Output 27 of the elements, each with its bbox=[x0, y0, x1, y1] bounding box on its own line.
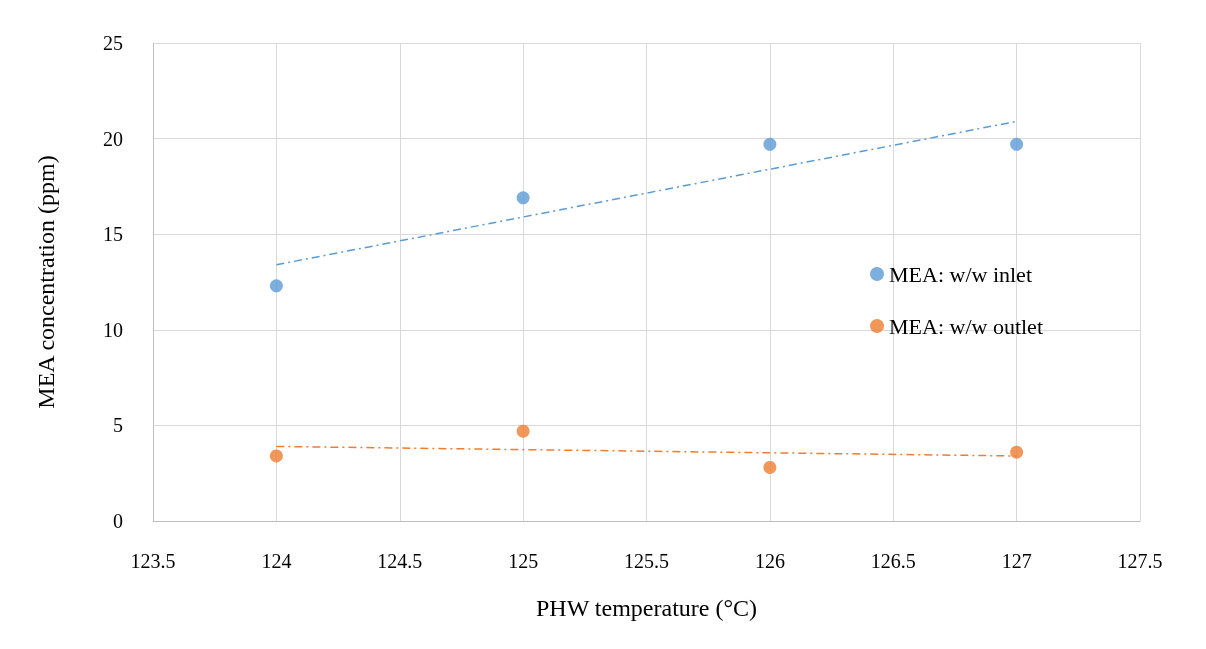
point bbox=[516, 424, 530, 438]
x-tick-label: 126 bbox=[754, 550, 785, 572]
x-tick-label: 124 bbox=[261, 550, 292, 572]
y-tick-label: 10 bbox=[103, 318, 123, 341]
x-tick-label: 126.5 bbox=[870, 550, 916, 572]
y-tick-label: 20 bbox=[103, 127, 123, 150]
y-tick-label: 15 bbox=[103, 223, 123, 246]
y-tick-label: 5 bbox=[113, 414, 123, 437]
point bbox=[1010, 137, 1024, 151]
legend-label: MEA: w/w outlet bbox=[889, 313, 1044, 339]
legend-label: MEA: w/w inlet bbox=[889, 261, 1033, 287]
y-tick-label: 25 bbox=[103, 32, 123, 54]
point bbox=[516, 191, 530, 205]
point bbox=[763, 460, 777, 474]
x-axis-title: PHW temperature (°C) bbox=[535, 595, 758, 621]
x-tick-label: 123.5 bbox=[130, 550, 176, 572]
x-tick-label: 125 bbox=[508, 550, 539, 572]
y-tick-label: 0 bbox=[113, 510, 123, 532]
y-axis-title: MEA concentration (ppm) bbox=[33, 155, 59, 409]
x-tick-label: 127.5 bbox=[1117, 550, 1163, 572]
point bbox=[763, 137, 777, 151]
point bbox=[269, 449, 283, 463]
point bbox=[1010, 445, 1024, 459]
x-tick-label: 127 bbox=[1001, 550, 1032, 572]
x-tick-label: 124.5 bbox=[377, 550, 423, 572]
x-tick-label: 125.5 bbox=[624, 550, 669, 572]
point bbox=[269, 279, 283, 293]
